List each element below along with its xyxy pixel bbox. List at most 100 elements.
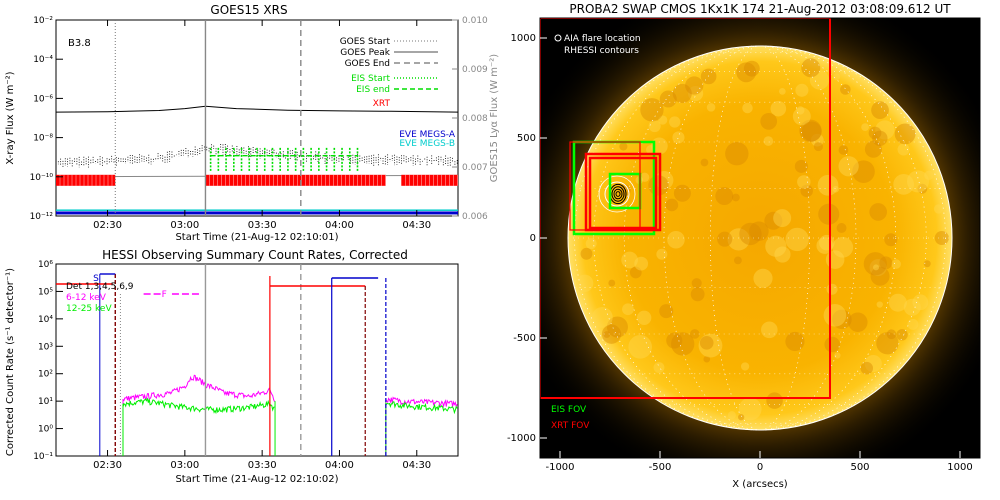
goes-y-tick-label-4: 10⁻⁴ (33, 55, 53, 65)
solar-texture (848, 312, 868, 332)
solar-texture (648, 175, 669, 196)
goes-y2-tick-label-0: 0.006 (462, 212, 488, 222)
hessi-xlabel: Start Time (21-Aug-12 02:10:02) (175, 474, 338, 485)
solar-texture (818, 203, 840, 225)
graticule-longitude (593, 45, 927, 431)
solar-texture (703, 355, 711, 363)
solar-texture (672, 83, 692, 104)
swap-x-tick-label-1: -500 (649, 462, 672, 473)
goes-title: GOES15 XRS (210, 3, 287, 17)
hessi-y-tick-label-7: 10⁶ (38, 260, 53, 270)
solar-texture (809, 70, 830, 90)
solar-texture (906, 170, 930, 193)
solar-texture (817, 174, 839, 196)
solar-texture (800, 184, 813, 198)
goes-data-layer (55, 20, 459, 216)
solar-texture (622, 303, 634, 316)
solar-texture (640, 172, 650, 182)
solar-texture (658, 115, 668, 125)
xrt-fov-large (540, 18, 831, 399)
solar-texture (727, 411, 736, 420)
solar-texture (826, 283, 838, 295)
solar-texture (893, 173, 915, 195)
swap-y-tick-label-4: 1000 (511, 33, 536, 44)
solar-texture (891, 259, 901, 269)
solar-texture (923, 260, 931, 268)
solar-texture (763, 136, 774, 146)
hessi-y-tick-label-5: 10⁴ (38, 315, 53, 325)
swap-y-tick-label-3: 500 (517, 133, 536, 144)
solar-texture (753, 268, 773, 288)
solar-texture (869, 203, 887, 221)
solar-texture (864, 140, 882, 158)
solar-texture (621, 251, 638, 269)
goes-y-tick-label-0: 10⁻¹² (30, 212, 54, 222)
solar-texture (794, 159, 808, 173)
solar-texture (725, 141, 749, 166)
solar-texture (738, 397, 762, 421)
hessi-plot-frame (55, 263, 459, 457)
solar-texture (761, 321, 778, 339)
solar-texture (629, 266, 642, 279)
solar-texture (699, 335, 714, 350)
goes-x-tick-label-2: 03:30 (248, 220, 277, 231)
solar-texture (795, 83, 809, 97)
swap-title: PROBA2 SWAP CMOS 1Kx1K 174 21-Aug-2012 0… (569, 2, 951, 16)
solar-texture (766, 392, 783, 409)
solar-texture (785, 227, 809, 252)
solar-texture (832, 309, 852, 330)
eve-megs-a-bar (56, 211, 458, 215)
goes-legend-label-1: GOES Peak (340, 48, 390, 58)
hessi-ylabel: Corrected Count Rate (s⁻¹ detector⁻¹) (5, 268, 16, 456)
solar-texture (738, 414, 745, 421)
solar-texture (934, 230, 949, 246)
solar-texture (672, 131, 685, 144)
solar-texture (669, 116, 681, 128)
aia-legend-label: AIA flare location (564, 34, 641, 44)
solar-texture (792, 107, 811, 126)
solar-texture (591, 306, 613, 328)
swap-x-tick-label-0: -1000 (545, 462, 574, 473)
solar-texture (765, 235, 787, 257)
hessi-marker-s: S (93, 274, 99, 284)
swap-xlabel: X (arcsecs) (732, 479, 788, 490)
swap-panel: PROBA2 SWAP CMOS 1Kx1K 174 21-Aug-2012 0… (507, 2, 981, 490)
solar-texture (619, 142, 628, 151)
solar-texture (871, 101, 889, 120)
hessi-series-2 (385, 396, 458, 409)
goes-legend-label-3: EIS Start (351, 74, 390, 84)
hessi-y-tick-label-6: 10⁵ (38, 287, 53, 297)
solar-texture (691, 278, 702, 289)
solar-texture (734, 256, 742, 265)
solar-texture (648, 120, 661, 133)
xrt-fov-label: XRT FOV (551, 421, 590, 431)
rhessi-legend-symbol (554, 46, 562, 54)
swap-image (540, 18, 980, 458)
solar-texture (864, 355, 882, 373)
hessi-x-tick-label-4: 04:30 (402, 460, 431, 471)
solar-texture (796, 106, 805, 115)
solar-texture (816, 237, 834, 254)
goes-panel: GOES15 XRS 02:30 03:00 03:30 04:00 04:30 10⁻¹… (5, 3, 500, 243)
solar-texture (764, 211, 783, 230)
solar-texture (700, 68, 717, 85)
solar-texture (628, 335, 653, 359)
solar-texture (838, 156, 859, 177)
hessi-x-tick-label-3: 04:00 (325, 460, 354, 471)
solar-texture (673, 184, 691, 202)
solar-texture (896, 329, 908, 341)
hessi-series-0 (123, 374, 275, 402)
xrt-interval-2 (401, 174, 458, 186)
solar-texture (653, 362, 665, 373)
solar-texture (879, 256, 893, 270)
hessi-panel: HESSI Observing Summary Count Rates, Cor… (5, 248, 459, 485)
goes-long-channel-line (55, 105, 459, 113)
goes-legend-label-4: EIS end (356, 85, 390, 95)
solar-texture (666, 332, 683, 349)
rhessi-legend-label: RHESSI contours (564, 46, 639, 56)
solar-texture (671, 332, 695, 356)
aia-legend-symbol (554, 34, 562, 42)
solar-texture (743, 60, 760, 77)
solar-texture (685, 76, 704, 95)
solar-texture (778, 87, 786, 95)
